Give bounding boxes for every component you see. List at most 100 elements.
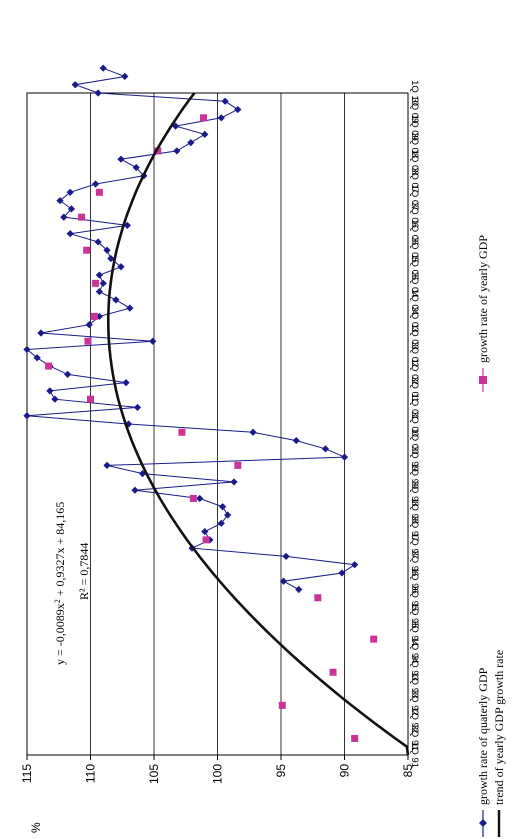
quarterly-diamond-marker — [66, 188, 74, 196]
value-tick-label: 90 — [338, 764, 352, 778]
category-label: 3Q 04 — [409, 272, 420, 298]
value-axis-unit: % — [29, 822, 43, 833]
quarterly-diamond-marker — [196, 494, 204, 503]
quarterly-diamond-marker — [37, 329, 45, 337]
quarterly-diamond-marker — [112, 296, 120, 304]
value-tick-label: 85 — [401, 764, 415, 778]
legend-item-trend: trend of yearly GDP growth rate — [492, 650, 506, 837]
category-label: 3Q 07 — [409, 167, 420, 193]
category-label: 1Q 92 — [409, 707, 420, 733]
quarterly-diamond-marker — [224, 511, 232, 519]
quarterly-diamond-marker — [187, 139, 195, 147]
category-label: 3Q 94 — [409, 620, 420, 646]
category-label: 1Q 02 — [409, 359, 420, 385]
legend-label-quarterly: growth rate of quaterly GDP — [476, 667, 490, 805]
category-label: 3Q 95 — [409, 585, 420, 611]
legend-item-quarterly: growth rate of quaterly GDP — [476, 667, 490, 837]
quarterly-diamond-marker — [132, 163, 140, 172]
quarterly-diamond-marker — [201, 527, 209, 536]
quarterly-diamond-marker — [95, 288, 103, 296]
legend: growth rate of quaterly GDP trend of yea… — [476, 235, 506, 837]
trend-equation: y = -0,0089x2 + 0,9327x + 84,165 — [53, 502, 68, 665]
yearly-square-marker — [370, 635, 378, 643]
category-label: 1Q 06 — [409, 219, 420, 245]
quarterly-diamond-marker — [292, 436, 300, 445]
yearly-square-marker — [90, 312, 98, 320]
yearly-square-marker — [154, 147, 162, 155]
quarterly-diamond-marker — [117, 155, 125, 163]
yearly-square-marker — [189, 494, 197, 502]
category-label: 1Q 08 — [409, 150, 420, 176]
category-label: 1Q 01 — [409, 394, 420, 420]
quarterly-diamond-marker — [71, 81, 79, 89]
value-axis-tick-labels: 85 90 95 100 105 110 115 — [20, 764, 415, 784]
quarterly-diamond-marker — [46, 387, 54, 395]
quarterly-diamond-marker — [103, 246, 111, 254]
quarterly-diamond-marker — [295, 585, 303, 594]
category-label: 1Q 93 — [409, 672, 420, 698]
yearly-square-marker — [45, 362, 53, 370]
category-label: 1Q 99 — [409, 463, 420, 489]
quarterly-diamond-marker — [279, 577, 288, 585]
category-label: 3Q 09 — [409, 97, 420, 123]
category-label: 1Q 10 — [409, 80, 420, 106]
value-axis-ticks — [26, 755, 409, 760]
quarterly-diamond-marker — [133, 403, 142, 412]
quarterly-diamond-marker — [33, 354, 41, 362]
category-label: 1Q 97 — [409, 533, 420, 559]
quarterly-diamond-marker — [94, 89, 102, 97]
value-tick-label: 105 — [147, 764, 161, 784]
yearly-square-marker — [200, 114, 208, 122]
legend-square-marker — [479, 376, 487, 384]
quarterly-diamond-marker — [217, 114, 225, 122]
quarterly-diamond-marker — [121, 72, 129, 81]
yearly-square-marker — [234, 461, 242, 469]
yearly-square-marker — [95, 188, 103, 196]
quarterly-diamond-marker — [230, 478, 238, 486]
category-label: 3Q 99 — [409, 446, 420, 472]
quarterly-diamond-marker — [338, 569, 346, 577]
quarterly-diamond-marker — [95, 312, 103, 321]
value-tick-label: 115 — [20, 764, 34, 783]
yearly-square-marker — [84, 337, 92, 345]
quarterly-diamond-marker — [201, 130, 209, 138]
quarterly-diamond-marker — [282, 552, 290, 560]
category-label: 3Q 05 — [409, 237, 420, 263]
category-label: 1Q 09 — [409, 115, 420, 141]
quarterly-diamond-marker — [85, 321, 93, 329]
yearly-square-marker — [202, 536, 210, 544]
category-label: 1Q 98 — [409, 498, 420, 524]
quarterly-diamond-marker — [99, 64, 107, 72]
value-tick-label: 110 — [84, 764, 98, 783]
yearly-square-marker — [278, 701, 286, 709]
yearly-square-marker — [329, 668, 337, 676]
quarterly-diamond-marker — [351, 561, 359, 569]
quarterly-diamond-marker — [91, 180, 100, 188]
quarterly-diamond-marker — [123, 221, 131, 229]
category-label: 1Q 96 — [409, 568, 420, 594]
quarterly-diamond-marker — [56, 196, 64, 205]
category-label: 1Q 91 — [409, 742, 420, 768]
quarterly-growth-line — [25, 67, 357, 590]
quarterly-diamond-marker — [94, 238, 102, 246]
quarterly-diamond-marker — [60, 213, 68, 221]
yearly-square-marker — [178, 428, 186, 436]
category-label: 3Q 97 — [409, 516, 420, 542]
r-squared: R² = 0,7844 — [77, 543, 91, 600]
quarterly-diamond-marker — [103, 461, 111, 469]
category-label: 3Q 96 — [409, 550, 420, 576]
legend-diamond-marker — [479, 819, 487, 827]
quarterly-diamond-marker — [67, 205, 76, 213]
category-label: 3Q 06 — [409, 202, 420, 228]
trend-line — [107, 92, 410, 756]
category-label: 3Q 01 — [409, 376, 420, 402]
quarterly-diamond-marker — [340, 453, 349, 461]
legend-item-yearly: growth rate of yearly GDP — [476, 235, 490, 392]
category-label: 3Q 91 — [409, 725, 420, 751]
quarterly-diamond-marker — [321, 445, 330, 453]
quarterly-diamond-marker — [117, 263, 125, 271]
legend-label-trend: trend of yearly GDP growth rate — [492, 650, 506, 805]
value-tick-label: 95 — [274, 764, 288, 778]
quarterly-diamond-marker — [99, 279, 107, 287]
